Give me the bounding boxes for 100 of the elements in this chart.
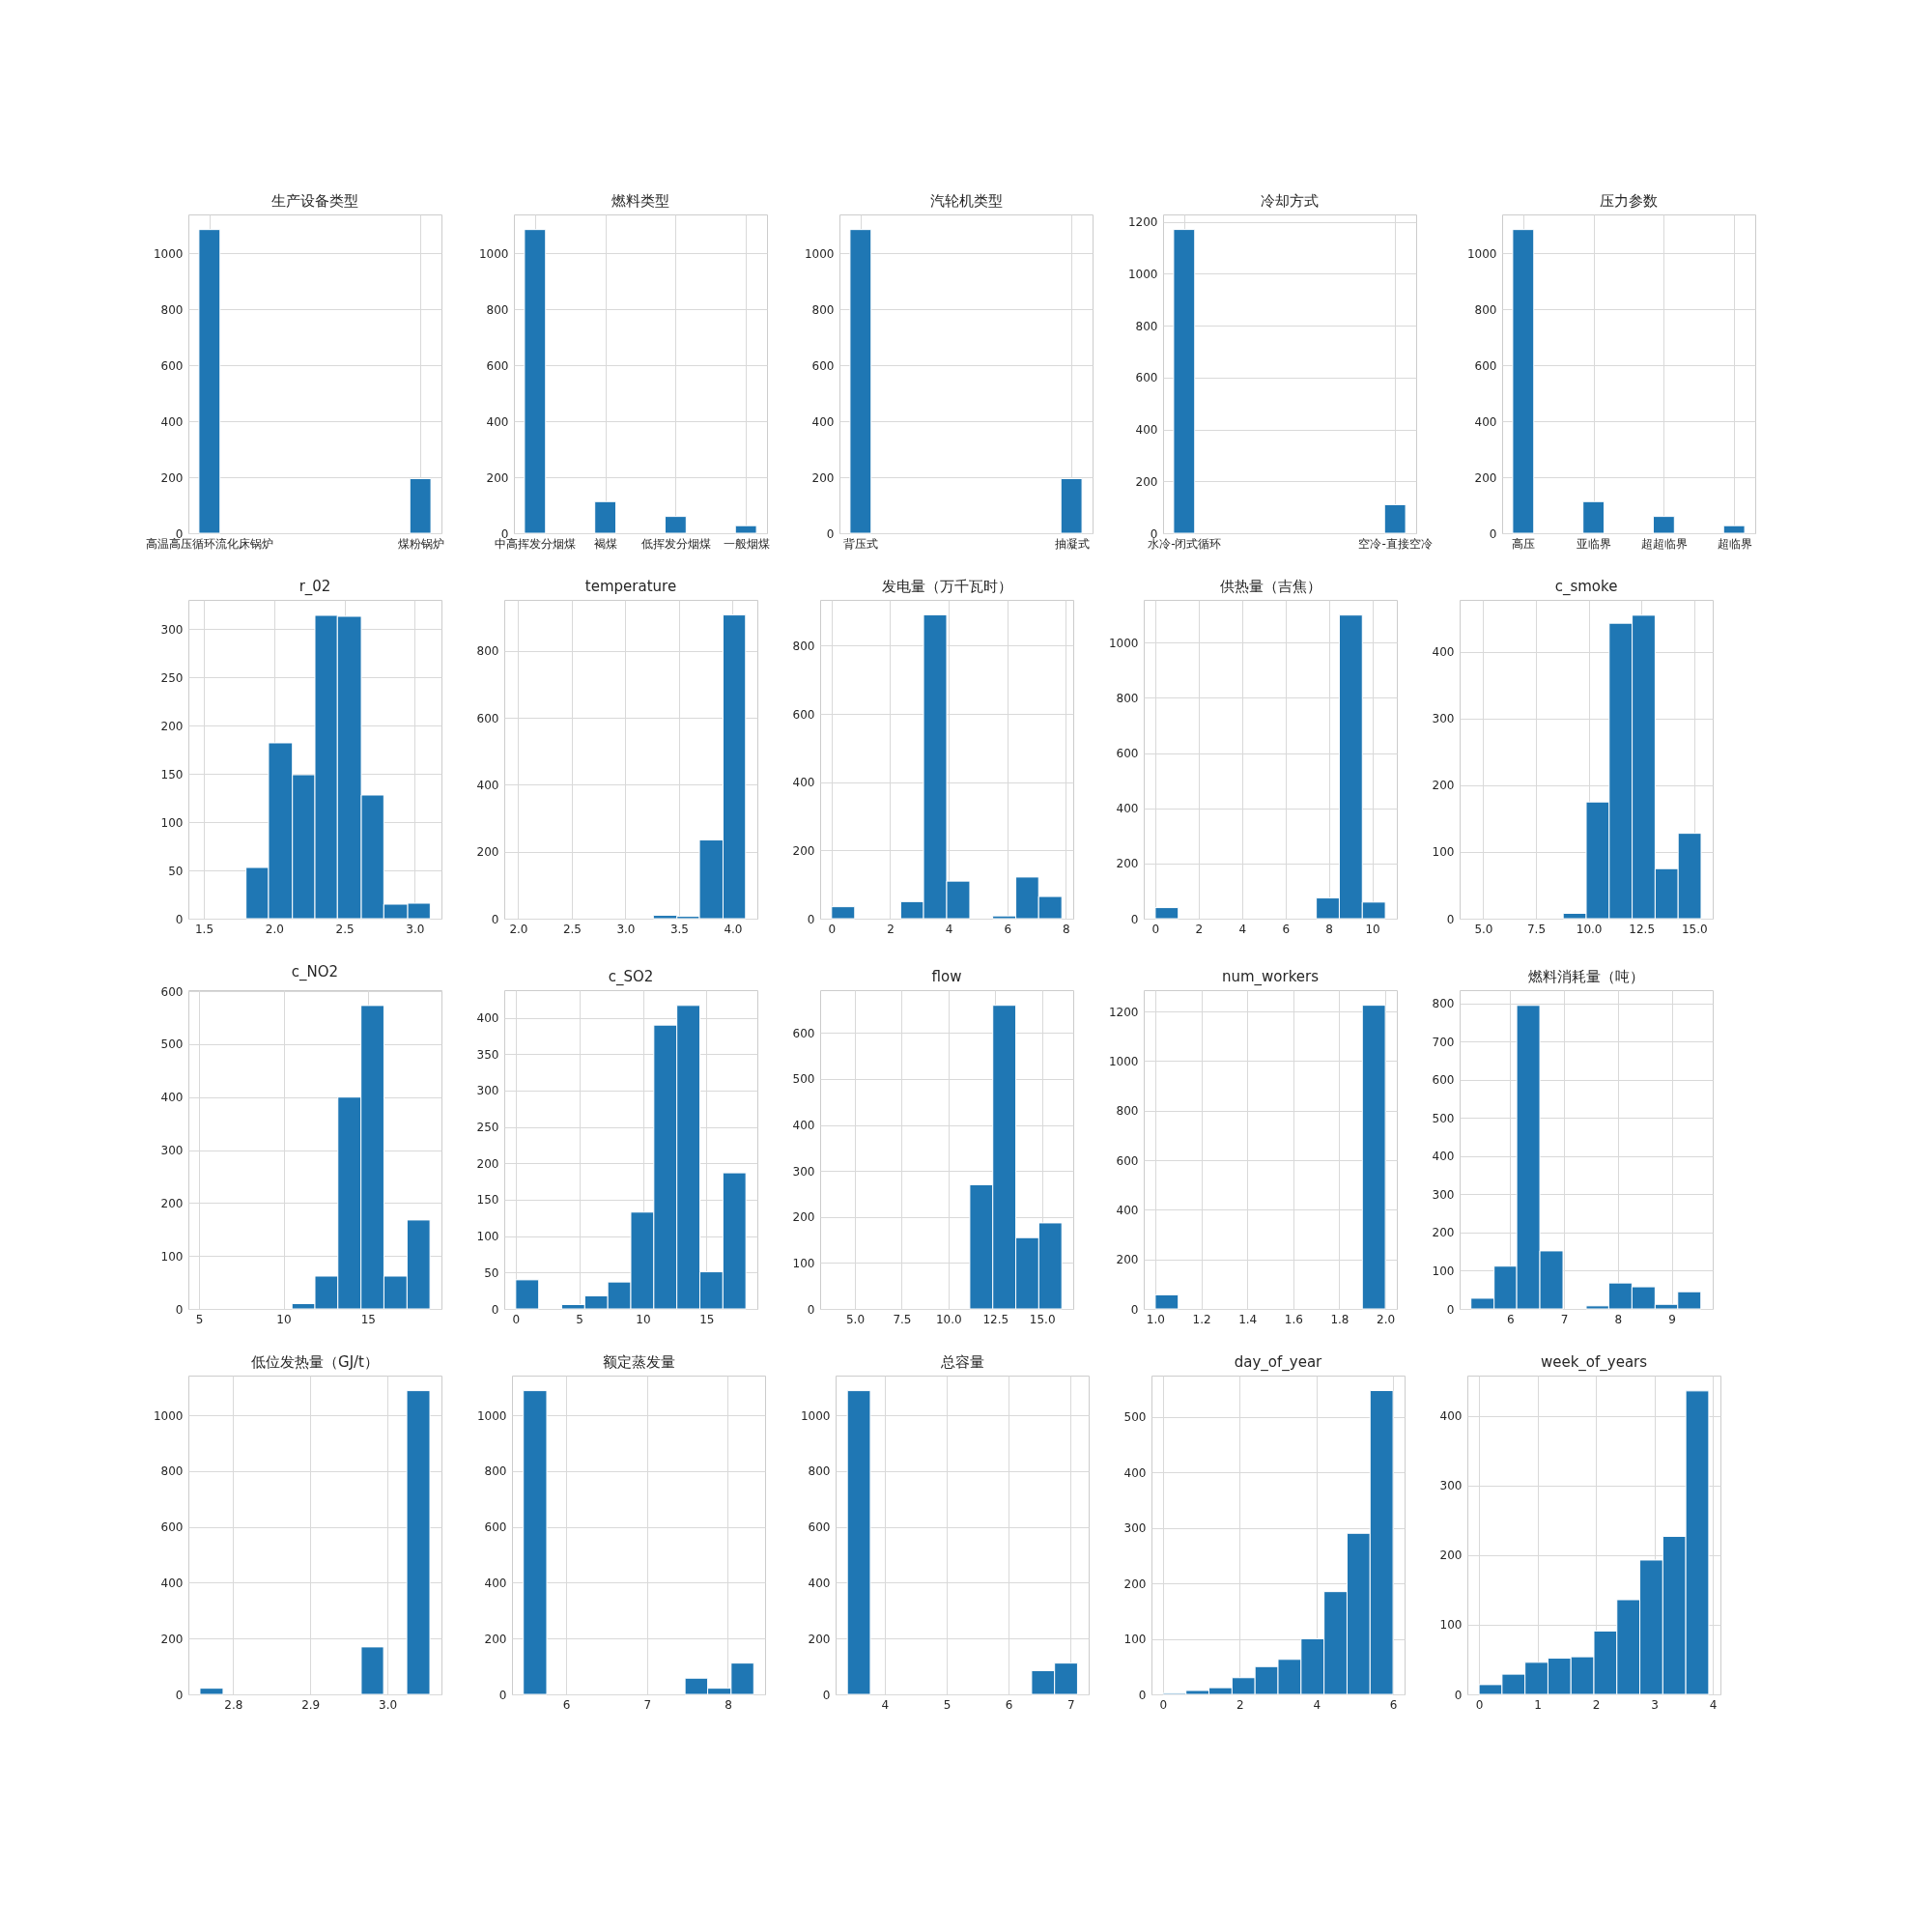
x-tick-label: 3.0 [616, 922, 636, 936]
bar [1512, 229, 1535, 534]
x-tick-label: 7.5 [893, 1312, 912, 1326]
x-tick-label: 3.0 [406, 922, 425, 936]
y-tick-label: 150 [160, 767, 184, 781]
y-tick-label: 400 [160, 1091, 184, 1105]
y-tick-label: 1000 [804, 246, 835, 261]
y-tick-label: 800 [808, 1464, 831, 1479]
x-tick-label: 1.6 [1284, 1312, 1303, 1326]
y-tick-label: 600 [1116, 747, 1139, 761]
y-tick-label: 200 [808, 1632, 831, 1646]
y-tick-label: 800 [160, 302, 184, 317]
y-tick-label: 200 [1116, 1253, 1139, 1267]
x-tick-label: 6 [1507, 1312, 1515, 1326]
x-tick-label: 2 [1236, 1697, 1244, 1712]
y-tick-label: 200 [811, 470, 835, 485]
y-tick-label: 200 [160, 1632, 184, 1646]
y-tick-label: 500 [1123, 1410, 1147, 1425]
y-tick-label: 400 [811, 414, 835, 429]
x-tick-label: 2.8 [224, 1697, 243, 1712]
x-tick-label: 2.0 [1377, 1312, 1396, 1326]
y-tick-label: 50 [168, 864, 184, 878]
x-tick-label: 2.5 [562, 922, 582, 936]
chart-title: c_smoke [1554, 578, 1618, 596]
y-tick-label: 800 [160, 1464, 184, 1479]
y-tick-label: 200 [792, 843, 815, 858]
bar [524, 229, 547, 534]
y-tick-label: 800 [1474, 302, 1497, 317]
y-tick-label: 100 [1439, 1618, 1463, 1633]
x-tick-label: 10 [636, 1312, 651, 1326]
chart-title: 汽轮机类型 [929, 192, 1003, 210]
y-tick-label: 700 [1432, 1035, 1455, 1049]
y-tick-label: 300 [1439, 1479, 1463, 1493]
bar [734, 525, 757, 534]
x-tick-label: 15 [360, 1312, 376, 1326]
x-tick-label: 7 [1067, 1697, 1075, 1712]
chart-title: week_of_years [1540, 1353, 1648, 1372]
x-tick-label: 12.5 [1629, 922, 1656, 936]
y-tick-label: 200 [476, 845, 499, 860]
y-tick-label: 200 [160, 470, 184, 485]
y-tick-label: 400 [484, 1576, 507, 1590]
y-tick-label: 600 [1116, 1153, 1139, 1168]
x-tick-label: 3.5 [669, 922, 689, 936]
y-tick-label: 300 [1432, 712, 1455, 726]
x-tick-label: 4 [881, 1697, 890, 1712]
chart-title: r_02 [298, 578, 331, 596]
y-tick-label: 500 [1432, 1111, 1455, 1125]
chart-title: 发电量（万千瓦时） [881, 578, 1012, 595]
y-tick-label: 600 [160, 1520, 184, 1535]
x-tick-label: 1.4 [1238, 1312, 1258, 1326]
y-tick-label: 800 [1432, 997, 1455, 1011]
x-tick-label: 4 [945, 922, 953, 936]
y-tick-label: 300 [160, 1144, 184, 1158]
y-tick-label: 0 [175, 1302, 184, 1317]
y-tick-label: 200 [1474, 470, 1497, 485]
y-tick-label: 1000 [1127, 267, 1158, 281]
y-tick-label: 200 [1123, 1577, 1147, 1591]
y-tick-label: 500 [792, 1072, 815, 1087]
y-tick-label: 250 [160, 670, 184, 685]
y-tick-label: 0 [1130, 1302, 1139, 1317]
y-tick-label: 0 [1130, 912, 1139, 926]
x-tick-label: 褐煤 [594, 536, 618, 551]
x-tick-label: 一般烟煤 [723, 536, 770, 551]
x-tick-label: 0 [1159, 1697, 1168, 1712]
y-tick-label: 0 [175, 1688, 184, 1702]
x-tick-label: 6 [562, 1697, 571, 1712]
y-tick-label: 1000 [800, 1408, 831, 1423]
chart-title: temperature [584, 578, 677, 595]
chart-title: 冷却方式 [1261, 192, 1319, 210]
x-tick-label: 5 [195, 1312, 204, 1326]
y-tick-label: 400 [1135, 423, 1158, 438]
y-tick-label: 400 [1432, 645, 1455, 660]
y-tick-label: 200 [1116, 857, 1139, 871]
x-tick-label: 8 [1063, 922, 1070, 936]
x-tick-label: 超临界 [1717, 536, 1752, 551]
chart-title: 低位发热量（GJ/t） [251, 1353, 379, 1371]
x-tick-label: 5.0 [845, 1312, 866, 1326]
chart-title: c_NO2 [291, 963, 339, 982]
y-tick-label: 150 [476, 1193, 499, 1208]
x-tick-label: 7.5 [1526, 922, 1547, 936]
y-tick-label: 600 [160, 984, 184, 999]
bar [1582, 500, 1605, 534]
x-tick-label: 4 [1238, 922, 1247, 936]
x-tick-label: 2.0 [509, 922, 528, 936]
y-tick-label: 400 [1123, 1465, 1147, 1480]
x-tick-label: 低挥发分烟煤 [640, 536, 711, 551]
y-tick-label: 1000 [153, 1408, 184, 1423]
y-tick-label: 100 [792, 1256, 815, 1270]
y-tick-label: 0 [822, 1688, 831, 1702]
x-tick-label: 12.5 [982, 1312, 1009, 1326]
x-tick-label: 10.0 [935, 1312, 962, 1326]
y-tick-label: 200 [486, 470, 509, 485]
y-tick-label: 200 [160, 1196, 184, 1210]
y-tick-label: 600 [486, 358, 509, 373]
x-tick-label: 1.5 [194, 922, 214, 936]
y-tick-label: 600 [1432, 1073, 1455, 1088]
chart-title: 生产设备类型 [271, 192, 358, 210]
y-tick-label: 300 [476, 1084, 499, 1098]
y-tick-label: 100 [476, 1230, 499, 1244]
y-tick-label: 0 [175, 912, 184, 926]
